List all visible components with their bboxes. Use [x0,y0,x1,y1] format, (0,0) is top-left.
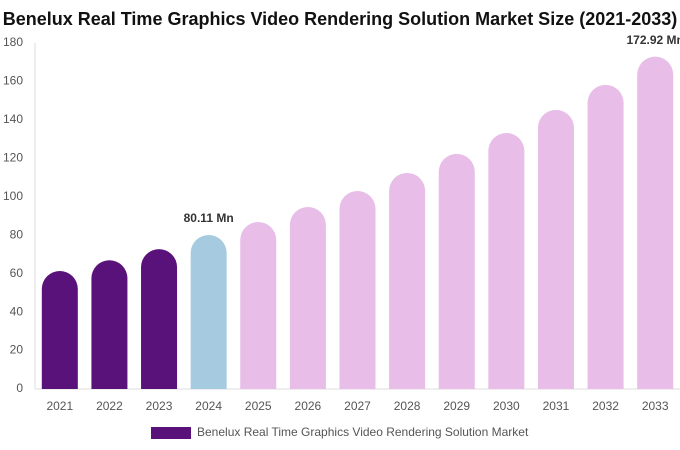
chart-title: Benelux Real Time Graphics Video Renderi… [3,9,678,29]
bar [488,132,525,389]
x-tick-label: 2027 [344,399,371,413]
bar [91,260,128,389]
bar [41,270,78,389]
y-tick-label: 0 [16,381,23,395]
x-tick-label: 2033 [642,399,669,413]
y-tick-label: 60 [10,266,24,280]
legend-label: Benelux Real Time Graphics Video Renderi… [197,425,529,439]
bar [587,84,624,389]
bar [537,109,574,389]
bar [389,172,426,389]
bar [637,56,674,389]
bar [438,153,475,389]
x-tick-label: 2022 [96,399,123,413]
y-tick-label: 40 [10,304,24,318]
x-tick-label: 2028 [394,399,421,413]
x-tick-label: 2026 [295,399,322,413]
x-tick-label: 2029 [443,399,470,413]
legend-swatch [151,427,191,439]
x-tick-label: 2024 [195,399,222,413]
y-tick-label: 80 [10,227,24,241]
bar [240,221,277,389]
bar [339,191,376,389]
y-tick-label: 120 [3,151,23,165]
bar [141,249,178,389]
value-label: 172.92 Mn [627,33,680,47]
x-tick-label: 2021 [46,399,73,413]
x-tick-label: 2031 [543,399,570,413]
x-tick-label: 2032 [592,399,619,413]
value-label: 80.11 Mn [184,211,234,225]
x-tick-label: 2030 [493,399,520,413]
x-tick-label: 2025 [245,399,272,413]
y-tick-label: 180 [3,35,23,49]
y-tick-label: 140 [3,112,23,126]
y-tick-label: 160 [3,74,23,88]
x-tick-label: 2023 [146,399,173,413]
bar [190,235,227,389]
y-tick-label: 100 [3,189,23,203]
bar [289,206,326,389]
y-tick-label: 20 [10,343,24,357]
